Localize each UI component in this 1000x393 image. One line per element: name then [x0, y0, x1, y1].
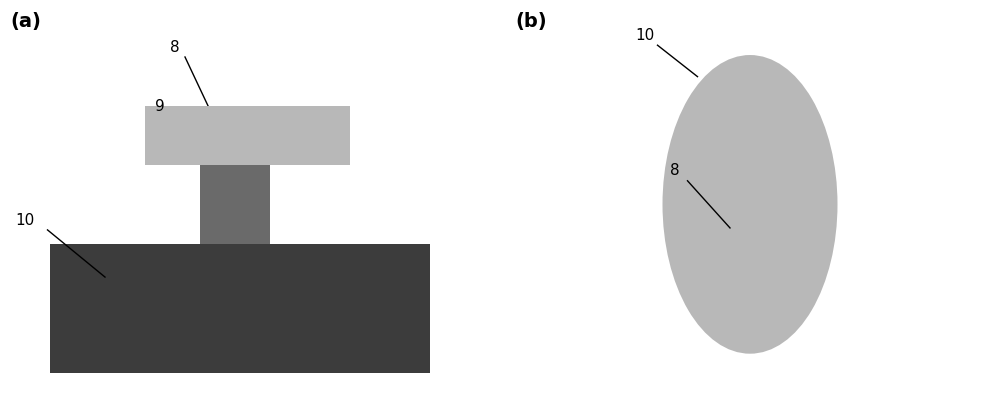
Text: (b): (b)	[515, 12, 547, 31]
Text: 10: 10	[635, 28, 654, 43]
Bar	[50, 244, 430, 373]
Text: 8: 8	[170, 40, 180, 55]
Bar	[200, 165, 270, 244]
Text: 8: 8	[670, 163, 680, 178]
Text: 10: 10	[15, 213, 34, 228]
Ellipse shape	[662, 55, 838, 354]
Bar	[145, 106, 350, 165]
Text: (a): (a)	[10, 12, 41, 31]
Text: 9: 9	[155, 99, 165, 114]
